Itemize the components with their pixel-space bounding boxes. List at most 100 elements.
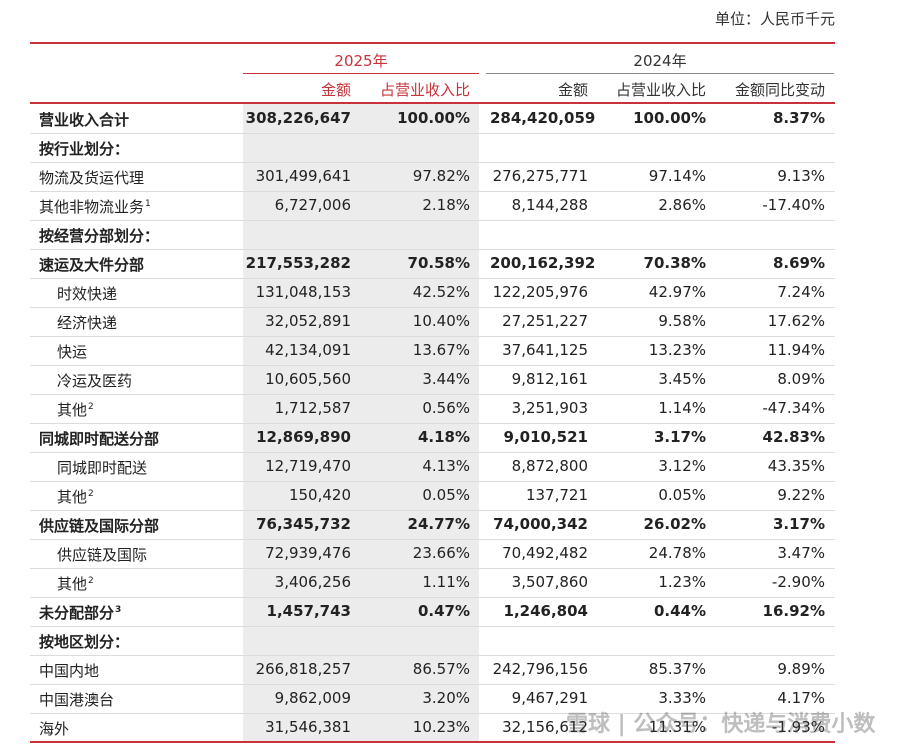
row-label-text: 其他非物流业务 <box>39 198 145 216</box>
table-row: 其他2 3,406,256 1.11% 3,507,860 1.23% -2.90% <box>30 568 835 598</box>
row-label: 时效快递 <box>57 283 117 304</box>
amount-2025-cell: 12,869,890 <box>256 428 351 446</box>
change-cell: 16.92% <box>762 602 825 620</box>
change-cell: 4.17% <box>777 689 825 707</box>
share-2025-cell: 70.58% <box>407 254 470 272</box>
share-2025-cell: 24.77% <box>407 515 470 533</box>
amount-2024-cell: 3,251,903 <box>511 399 588 417</box>
share-2025-cell: 86.57% <box>412 660 470 678</box>
change-cell: 7.24% <box>777 283 825 301</box>
table-row: 中国港澳台 9,862,009 3.20% 9,467,291 3.33% 4.17% <box>30 684 835 714</box>
row-label-text: 海外 <box>39 720 70 738</box>
change-cell: -47.34% <box>762 399 825 417</box>
amount-2025-cell: 10,605,560 <box>265 370 351 388</box>
share-2024-cell: 3.45% <box>658 370 706 388</box>
column-2025-shade <box>243 103 479 741</box>
change-cell: 42.83% <box>762 428 825 446</box>
table-row: 其他2 1,712,587 0.56% 3,251,903 1.14% -47.34% <box>30 394 835 424</box>
footnote-marker: 2 <box>88 402 94 412</box>
table-row: 供应链及国际 72,939,476 23.66% 70,492,482 24.78% 3.… <box>30 539 835 569</box>
footnote-marker: 1 <box>145 199 151 209</box>
amount-2024-cell: 74,000,342 <box>493 515 588 533</box>
share-2025-cell: 13.67% <box>412 341 470 359</box>
row-label-text: 时效快递 <box>57 285 118 303</box>
bottom-rule <box>30 741 835 743</box>
row-label-text: 冷运及医药 <box>57 372 133 390</box>
row-label: 其他2 <box>57 573 94 594</box>
row-label: 中国港澳台 <box>39 689 114 710</box>
share-2024-cell: 0.05% <box>658 486 706 504</box>
row-label-text: 其他 <box>57 575 88 593</box>
table-row: 中国内地 266,818,257 86.57% 242,796,156 85.37% 9.… <box>30 655 835 685</box>
share-2024-cell: 24.78% <box>648 544 706 562</box>
row-label: 海外 <box>39 718 69 739</box>
amount-2025-cell: 12,719,470 <box>265 457 351 475</box>
change-cell: -17.40% <box>762 196 825 214</box>
table-row: 经济快递 32,052,891 10.40% 27,251,227 9.58% 17.62… <box>30 307 835 337</box>
share-2024-cell: 2.86% <box>658 196 706 214</box>
row-label-text: 供应链及国际 <box>57 546 148 564</box>
share-2024-cell: 26.02% <box>643 515 706 533</box>
table-row: 按行业划分： <box>30 133 835 163</box>
amount-2025-cell: 76,345,732 <box>256 515 351 533</box>
amount-2024-cell: 122,205,976 <box>492 283 588 301</box>
share-2024-cell: 3.17% <box>653 428 706 446</box>
table-row: 按地区划分： <box>30 626 835 656</box>
row-label: 同城即时配送分部 <box>39 428 159 449</box>
amount-2024-cell: 8,872,800 <box>511 457 588 475</box>
share-2024-cell: 9.58% <box>658 312 706 330</box>
table-row: 时效快递 131,048,153 42.52% 122,205,976 42.97% 7.… <box>30 278 835 308</box>
amount-2024-cell: 284,420,059 <box>490 109 596 127</box>
table-row: 冷运及医药 10,605,560 3.44% 9,812,161 3.45% 8.09% <box>30 365 835 395</box>
amount-2024-cell: 3,507,860 <box>511 573 588 591</box>
row-label: 按地区划分： <box>39 631 129 652</box>
year-2025-underline <box>243 73 479 74</box>
share-2024-cell: 11.31% <box>648 718 706 736</box>
amount-2024-cell: 200,162,392 <box>490 254 596 272</box>
row-label: 其他2 <box>57 486 94 507</box>
change-cell: 3.17% <box>772 515 825 533</box>
amount-2025-cell: 301,499,641 <box>255 167 351 185</box>
table-row: 营业收入合计 308,226,647 100.00% 284,420,059 100.0… <box>30 104 835 134</box>
row-label-text: 同城即时配送 <box>57 459 148 477</box>
header-amount-2024: 金额 <box>557 81 588 99</box>
share-2025-cell: 0.56% <box>422 399 470 417</box>
row-label-text: 速运及大件分部 <box>39 256 145 274</box>
header-change: 金额同比变动 <box>734 81 825 99</box>
row-label: 快运 <box>57 341 87 362</box>
share-2025-cell: 42.52% <box>412 283 470 301</box>
footnote-marker: 2 <box>88 489 94 499</box>
header-amount-2025: 金额 <box>320 81 351 99</box>
year-2024-underline <box>486 73 834 74</box>
change-cell: 8.09% <box>777 370 825 388</box>
footnote-marker: 3 <box>115 605 122 615</box>
amount-2024-cell: 9,467,291 <box>511 689 588 707</box>
share-2025-cell: 10.23% <box>412 718 470 736</box>
amount-2025-cell: 266,818,257 <box>255 660 351 678</box>
amount-2024-cell: 32,156,612 <box>502 718 588 736</box>
amount-2025-cell: 3,406,256 <box>274 573 351 591</box>
amount-2025-cell: 150,420 <box>288 486 351 504</box>
row-label: 营业收入合计 <box>39 109 129 130</box>
row-label-text: 未分配部分 <box>39 604 115 622</box>
table-row: 其他2 150,420 0.05% 137,721 0.05% 9.22% <box>30 481 835 511</box>
year-2024-header: 2024年 <box>633 52 687 70</box>
row-label-text: 其他 <box>57 488 88 506</box>
watermark: 雪球 | 公众号：快递与消费小数 <box>566 712 876 737</box>
table-row: 未分配部分3 1,457,743 0.47% 1,246,804 0.44% 16.92% <box>30 597 835 627</box>
table-row: 供应链及国际分部 76,345,732 24.77% 74,000,342 26.02%… <box>30 510 835 540</box>
share-2024-cell: 0.44% <box>653 602 706 620</box>
amount-2025-cell: 32,052,891 <box>265 312 351 330</box>
change-cell: -1.93% <box>771 718 825 736</box>
share-2025-cell: 23.66% <box>412 544 470 562</box>
share-2024-cell: 13.23% <box>648 341 706 359</box>
share-2025-cell: 1.11% <box>422 573 470 591</box>
share-2024-cell: 1.14% <box>658 399 706 417</box>
amount-2025-cell: 217,553,282 <box>245 254 351 272</box>
table-row: 其他非物流业务1 6,727,006 2.18% 8,144,288 2.86% -17.… <box>30 191 835 221</box>
change-cell: 8.69% <box>772 254 825 272</box>
amount-2025-cell: 72,939,476 <box>265 544 351 562</box>
table-row: 同城即时配送分部 12,869,890 4.18% 9,010,521 3.17% 42.… <box>30 423 835 453</box>
amount-2025-cell: 308,226,647 <box>245 109 351 127</box>
change-cell: 3.47% <box>777 544 825 562</box>
